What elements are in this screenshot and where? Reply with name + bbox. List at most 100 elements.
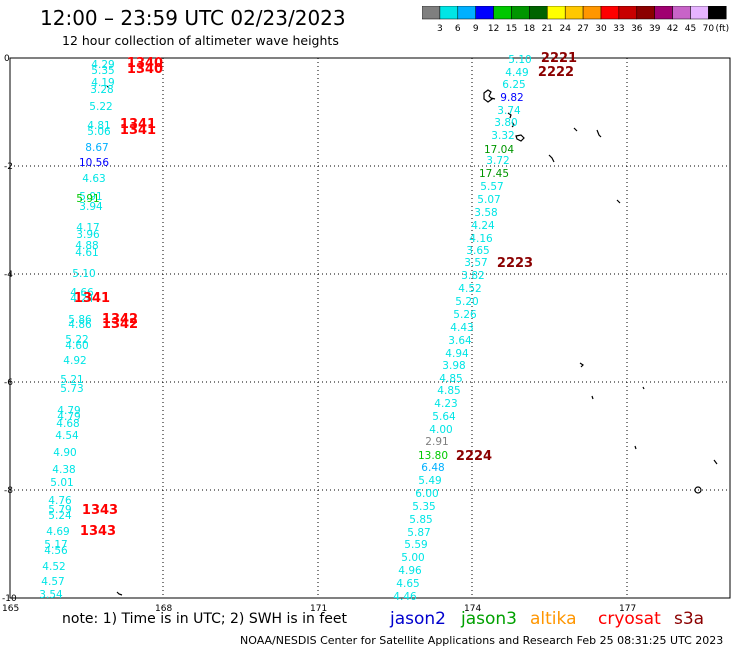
wave-height-value: 17.45: [479, 168, 509, 180]
wave-height-value: 4.76: [48, 495, 72, 507]
wave-height-value: 4.68: [56, 418, 79, 430]
colorbar-tick-label: 42: [667, 24, 678, 34]
lon-tick-171: 171: [310, 604, 327, 614]
colorbar-tick-label: 36: [631, 24, 643, 34]
wave-height-value: 4.88: [75, 240, 98, 252]
wave-height-value: 4.66: [70, 287, 94, 299]
wave-height-value: 5.35: [412, 501, 435, 513]
lat-tick-6: -6: [4, 378, 13, 388]
wave-height-value: 3.54: [39, 589, 63, 601]
pass-number-label: 1343: [80, 524, 116, 539]
colorbar-tick-label: 15: [506, 24, 517, 34]
wave-height-value: 4.69: [46, 526, 69, 538]
pass-number-label: 1341: [120, 123, 156, 138]
wave-height-value: 5.17: [44, 539, 67, 551]
lat-tick-4: -4: [4, 270, 13, 280]
wave-height-value: 5.22: [65, 334, 88, 346]
wave-height-value: 5.06: [87, 126, 111, 138]
wave-height-value: 5.01: [50, 477, 73, 489]
wave-height-value: 4.17: [76, 222, 99, 234]
wave-height-value: 5.10: [72, 268, 95, 280]
wave-height-value: 4.19: [91, 77, 114, 89]
wave-height-value: 2.91: [425, 436, 448, 448]
wave-height-value: 4.94: [445, 348, 469, 360]
legend-s3a: s3a: [674, 609, 705, 629]
lat-tick-10: -10: [2, 594, 17, 604]
footnote: note: 1) Time is in UTC; 2) SWH is in fe…: [62, 611, 348, 627]
wave-height-value: 6.48: [421, 462, 444, 474]
lat-tick-0: 0: [4, 54, 10, 64]
lat-tick-8: -8: [4, 486, 13, 496]
wave-height-value: 3.80: [494, 117, 517, 129]
wave-height-value: 4.60: [65, 340, 88, 352]
colorbar-tick-label: 45: [685, 24, 696, 34]
pass-number-label: 2224: [456, 449, 492, 464]
wave-height-value: 4.52: [458, 283, 481, 295]
wave-height-value: 17.04: [484, 144, 514, 156]
wave-height-value: 4.85: [439, 373, 462, 385]
lon-tick-165: 165: [2, 604, 19, 614]
pass-number-label: 2221: [541, 51, 577, 66]
wave-height-value: 4.38: [52, 464, 75, 476]
wave-height-value: 5.91: [79, 191, 102, 203]
pass-number-label: 1341: [120, 117, 156, 132]
wave-height-value: 5.35: [91, 65, 114, 77]
wave-height-value: 5.57: [480, 181, 503, 193]
lon-gridlines: [162, 58, 628, 598]
lat-tick-2: -2: [4, 162, 13, 172]
wave-height-value: 4.56: [44, 545, 68, 557]
page-subtitle: 12 hour collection of altimeter wave hei…: [62, 33, 339, 48]
wave-height-value: 4.16: [469, 233, 493, 245]
wave-height-value: 3.58: [474, 207, 497, 219]
colorbar-swatch: [708, 6, 727, 20]
wave-height-value: 3.28: [90, 84, 113, 96]
wave-height-value: 5.22: [89, 101, 112, 113]
wave-height-value: 6.25: [502, 79, 525, 91]
wave-height-value: 4.23: [434, 398, 457, 410]
wave-height-value: 4.54: [55, 430, 79, 442]
wave-height-value: 5.00: [401, 552, 424, 564]
pass-number-label: 2222: [538, 65, 574, 80]
colorbar-tick-label: 18: [524, 24, 536, 34]
wave-height-value: 4.57: [41, 576, 64, 588]
wave-height-value: 5.64: [432, 411, 456, 423]
wave-height-value: 4.24: [471, 220, 495, 232]
page-title: 12:00 – 23:59 UTC 02/23/2023: [40, 6, 346, 30]
legend-jason3: jason3: [461, 609, 517, 629]
colorbar-tick-label: 6: [455, 24, 461, 34]
wave-height-value: 3.65: [466, 245, 489, 257]
map-frame: [9, 57, 731, 599]
colorbar-tick-label: 27: [577, 24, 588, 34]
island-outlines: [106, 85, 718, 596]
wave-height-value: 4.85: [437, 385, 460, 397]
wave-height-value: 3.57: [464, 257, 487, 269]
wave-height-value: 3.98: [442, 360, 465, 372]
wave-height-value: 4.49: [505, 67, 528, 79]
pass-number-label: 1340: [127, 62, 163, 77]
wave-height-value: 3.74: [497, 105, 521, 117]
colorbar-tick-label: 33: [613, 24, 624, 34]
wave-height-value: 4.90: [53, 447, 76, 459]
wave-height-value: 3.96: [76, 229, 100, 241]
wave-height-value: 5.73: [60, 383, 83, 395]
colorbar-tick-label: (ft): [716, 24, 730, 34]
colorbar-tick-label: 9: [473, 24, 479, 34]
legend-cryosat: cryosat: [598, 609, 661, 629]
legend-altika: altika: [530, 609, 577, 629]
wave-height-value: 13.80: [418, 450, 448, 462]
wave-height-value: 5.87: [407, 527, 430, 539]
wave-height-value: 4.46: [393, 591, 417, 603]
wave-height-value: 5.07: [477, 194, 500, 206]
track-labels: 1340134013411341134113421342134313432221…: [74, 51, 577, 539]
colorbar-tick-label: 24: [559, 24, 571, 34]
pass-number-label: 1342: [102, 317, 138, 332]
pass-number-label: 1343: [82, 503, 118, 518]
wave-height-points: 4.295.354.193.285.224.815.068.6710.564.6…: [39, 54, 531, 603]
pass-number-label: 1340: [127, 56, 163, 71]
colorbar-tick-label: 12: [488, 24, 499, 34]
wave-height-value: 8.67: [85, 142, 108, 154]
colorbar-tick-label: 39: [649, 24, 661, 34]
colorbar-tick-label: 70: [703, 24, 715, 34]
wave-height-value: 5.10: [508, 54, 531, 66]
